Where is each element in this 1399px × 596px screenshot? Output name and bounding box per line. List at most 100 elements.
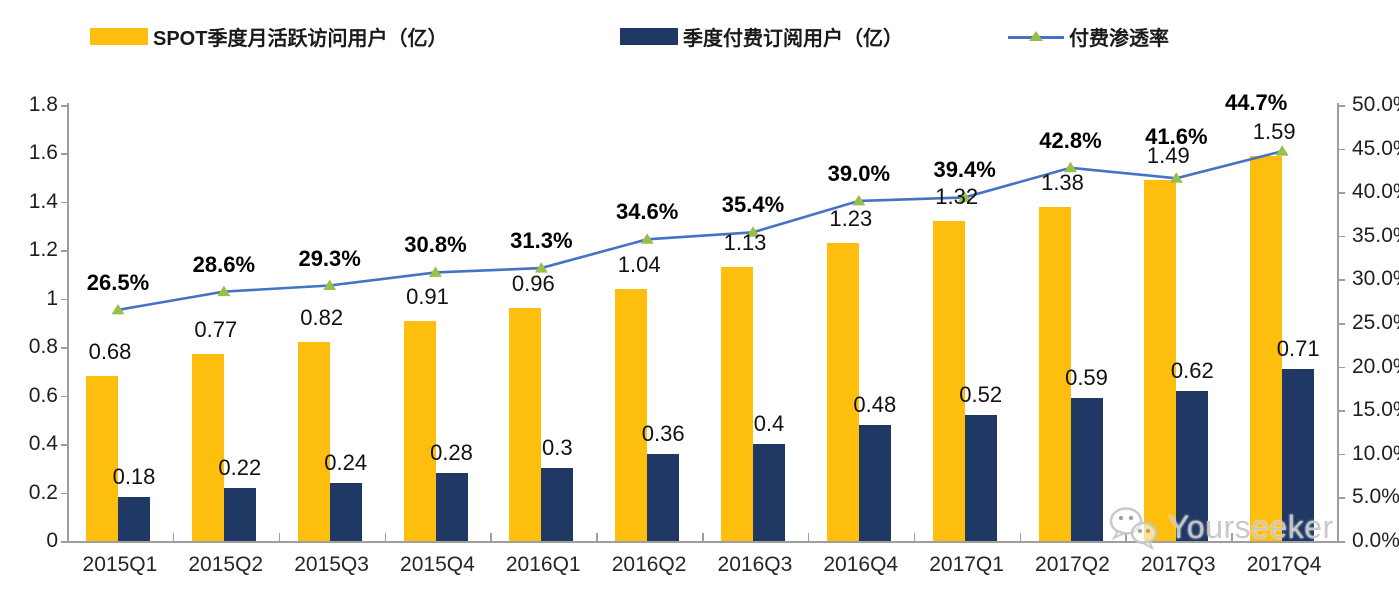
x-axis-label: 2017Q4	[1246, 553, 1322, 576]
subs-bar	[118, 497, 150, 541]
subs-bar	[1176, 390, 1209, 541]
x-axis-tick	[1231, 533, 1233, 541]
left-axis-label: 1.2	[28, 238, 58, 262]
line-marker-triangle-icon	[323, 279, 337, 291]
mau-bar	[86, 376, 118, 541]
mau-bar	[191, 354, 224, 541]
right-axis-label: 40.0%	[1352, 180, 1399, 204]
mau-value-label: 1.23	[829, 206, 873, 232]
x-axis-label: 2016Q1	[505, 553, 581, 576]
penetration-value-label: 28.6%	[192, 251, 256, 277]
right-axis-tick	[1338, 235, 1345, 238]
mau-bar	[509, 308, 542, 541]
x-axis-label: 2016Q3	[717, 553, 793, 576]
mau-value-label: 0.82	[300, 305, 344, 331]
wechat-icon	[1109, 507, 1158, 551]
x-axis-tick	[596, 533, 598, 541]
right-axis-label: 30.0%	[1352, 267, 1399, 291]
right-axis-label: 45.0%	[1352, 136, 1399, 160]
x-axis-tick	[1125, 533, 1127, 541]
subs-bar	[435, 473, 468, 541]
legend-item-subs: 季度付费订阅用户（亿）	[620, 22, 903, 51]
penetration-value-label: 44.7%	[1224, 90, 1288, 116]
left-axis-tick	[61, 541, 67, 543]
left-axis-tick	[61, 395, 67, 398]
left-axis-tick	[61, 444, 67, 446]
triangle-marker-icon	[1029, 31, 1043, 41]
penetration-value-label: 35.4%	[721, 192, 785, 218]
line-marker-triangle-icon	[111, 303, 125, 315]
penetration-value-label: 42.8%	[1039, 127, 1102, 153]
left-axis-label: 0.2	[28, 480, 58, 504]
mau-value-label: 1.59	[1252, 118, 1296, 144]
line-marker-triangle-icon	[852, 194, 866, 206]
x-axis-tick	[384, 533, 386, 541]
left-axis-tick	[61, 153, 67, 155]
right-axis-tick	[1338, 279, 1345, 281]
mau-bar	[403, 320, 436, 541]
subs-value-label: 0.52	[959, 382, 1003, 408]
right-axis-label: 15.0%	[1352, 398, 1399, 422]
x-axis-label: 2017Q3	[1140, 553, 1216, 576]
left-axis-label: 0	[46, 529, 58, 552]
penetration-value-label: 34.6%	[615, 199, 679, 225]
x-axis-tick	[1337, 533, 1339, 541]
subs-value-label: 0.24	[324, 449, 368, 475]
line-marker-triangle-icon	[640, 233, 654, 244]
legend-item-mau: SPOT季度月活跃访问用户（亿）	[90, 22, 447, 51]
mau-bar	[721, 267, 753, 541]
right-axis-label: 0.0%	[1352, 529, 1399, 552]
x-axis-label: 2015Q4	[400, 553, 475, 576]
penetration-value-label: 26.5%	[86, 269, 150, 295]
subs-bar	[753, 444, 785, 541]
penetration-value-label: 39.4%	[933, 157, 996, 183]
subs-value-label: 0.48	[853, 391, 897, 417]
x-axis-tick	[490, 533, 492, 541]
line-marker-triangle-icon	[429, 266, 442, 277]
subs-bar	[858, 424, 891, 541]
mau-value-label: 0.68	[88, 339, 132, 365]
x-axis-label: 2017Q2	[1035, 553, 1110, 576]
legend-label-mau: SPOT季度月活跃访问用户（亿）	[153, 28, 448, 50]
x-axis-label: 2016Q2	[611, 553, 687, 576]
left-axis-tick	[61, 298, 67, 301]
left-axis-label: 1	[46, 286, 58, 310]
x-axis-label: 2015Q2	[188, 553, 264, 576]
x-axis-label: 2015Q1	[82, 553, 158, 576]
subs-bar	[1070, 398, 1103, 541]
left-axis-tick	[61, 201, 67, 204]
right-axis-tick	[1338, 497, 1345, 499]
left-axis-label: 0.6	[28, 383, 58, 407]
penetration-value-label: 30.8%	[404, 232, 467, 258]
penetration-value-label: 41.6%	[1145, 124, 1208, 150]
mau-value-label: 0.96	[511, 271, 555, 297]
legend-item-penetration: 付费渗透率	[1008, 22, 1169, 51]
mau-value-label: 1.32	[935, 184, 979, 210]
subs-bar	[1282, 369, 1315, 541]
left-axis-label: 1.6	[28, 141, 58, 165]
left-axis-label: 1.4	[28, 189, 58, 213]
subs-value-label: 0.71	[1276, 336, 1320, 362]
x-axis-tick	[913, 533, 916, 541]
x-axis-label: 2016Q4	[823, 553, 899, 576]
x-axis-tick	[278, 533, 281, 541]
right-axis-tick	[1338, 105, 1345, 107]
right-axis-tick	[1338, 323, 1345, 325]
right-axis-label: 50.0%	[1352, 93, 1399, 116]
right-axis-label: 25.0%	[1352, 311, 1399, 334]
left-axis-label: 1.8	[28, 93, 58, 116]
right-axis-tick	[1338, 541, 1345, 543]
penetration-line-path	[117, 149, 1283, 312]
legend-label-subs: 季度付费订阅用户（亿）	[683, 28, 903, 50]
watermark-text: Yourseeker	[1168, 508, 1334, 545]
subs-value-label: 0.18	[112, 464, 156, 490]
watermark: Yourseeker	[1106, 501, 1334, 553]
left-axis-tick	[61, 105, 67, 107]
left-axis-label: 0.8	[28, 335, 58, 359]
right-axis-tick	[1338, 366, 1345, 369]
x-axis-label: 2015Q3	[294, 553, 369, 576]
subs-bar	[541, 468, 574, 541]
mau-value-label: 0.77	[194, 317, 238, 343]
legend-label-penetration: 付费渗透率	[1069, 28, 1169, 50]
penetration-value-label: 31.3%	[510, 228, 573, 254]
